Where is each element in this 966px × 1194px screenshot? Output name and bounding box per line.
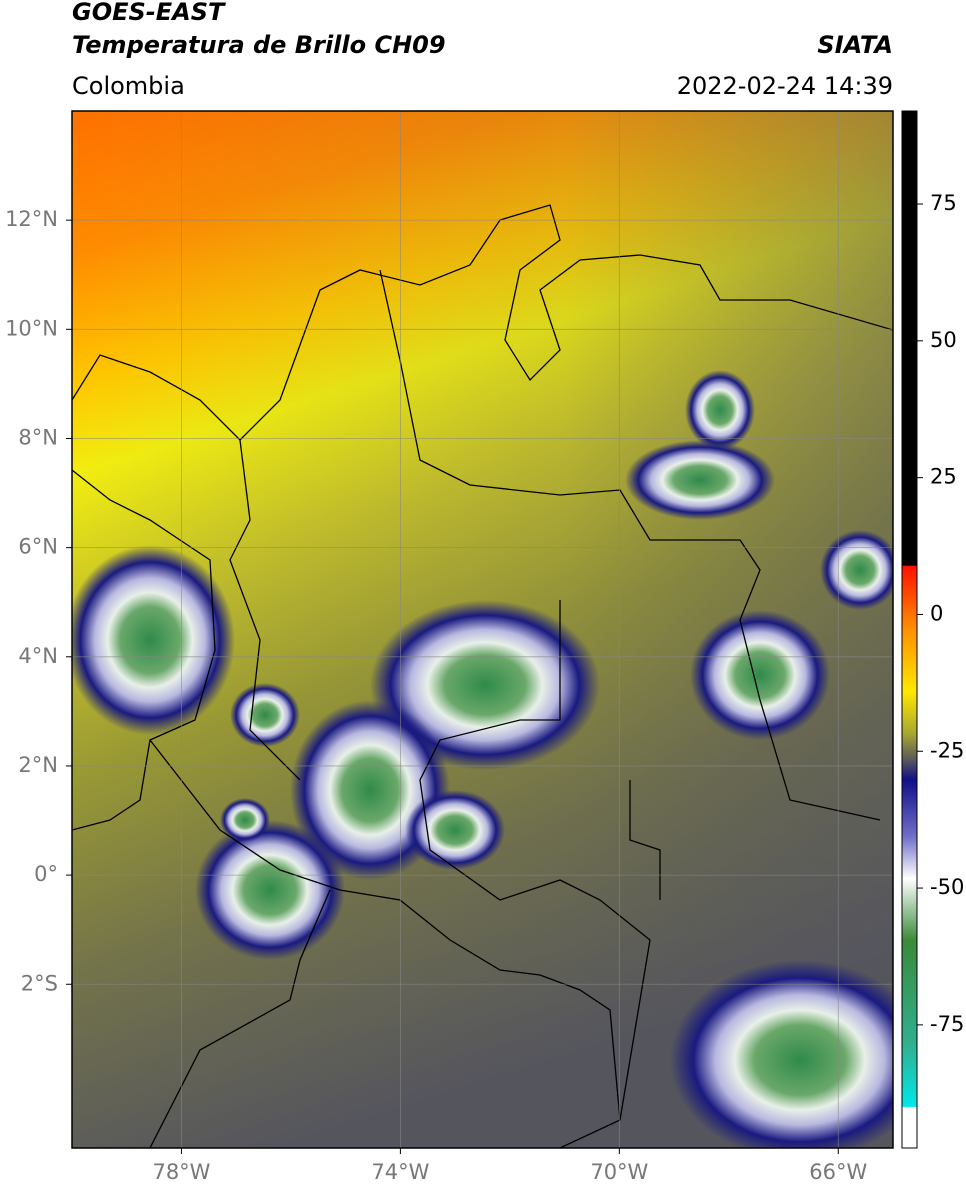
title: GOES-EAST xyxy=(72,0,226,26)
borders xyxy=(72,204,893,1148)
x-tick-label: 74°W xyxy=(371,1160,429,1184)
graticule xyxy=(72,111,893,1148)
colorbar-tick-label: -75 xyxy=(930,1012,964,1036)
colorbar-tick-label: 25 xyxy=(930,465,957,489)
y-tick-label: 6°N xyxy=(18,535,58,559)
imagery xyxy=(72,111,893,1148)
timestamp: 2022-02-24 14:39 xyxy=(677,72,893,100)
y-tick-label: 12°N xyxy=(5,207,58,231)
colorbar-tick-label: 50 xyxy=(930,328,957,352)
map-frame xyxy=(71,110,894,1149)
colorbar-tick-label: 0 xyxy=(930,601,943,625)
y-tick-label: 8°N xyxy=(18,425,58,449)
y-tick-label: 2°S xyxy=(21,971,58,995)
clouds xyxy=(72,370,893,1148)
x-tick-label: 78°W xyxy=(152,1160,210,1184)
colorbar-tick-label: -25 xyxy=(930,738,964,762)
y-tick-label: 4°N xyxy=(18,644,58,668)
y-tick-label: 0° xyxy=(34,862,58,886)
colorbar xyxy=(901,110,918,1149)
x-tick-label: 70°W xyxy=(590,1160,648,1184)
source: SIATA xyxy=(817,31,893,59)
y-tick-label: 2°N xyxy=(18,753,58,777)
colorbar-tick-label: -50 xyxy=(930,875,964,899)
x-tick-label: 66°W xyxy=(809,1160,867,1184)
subtitle: Temperatura de Brillo CH09 xyxy=(72,31,446,59)
y-tick-label: 10°N xyxy=(5,316,58,340)
colorbar-tick-label: 75 xyxy=(930,191,957,215)
region: Colombia xyxy=(72,72,185,100)
